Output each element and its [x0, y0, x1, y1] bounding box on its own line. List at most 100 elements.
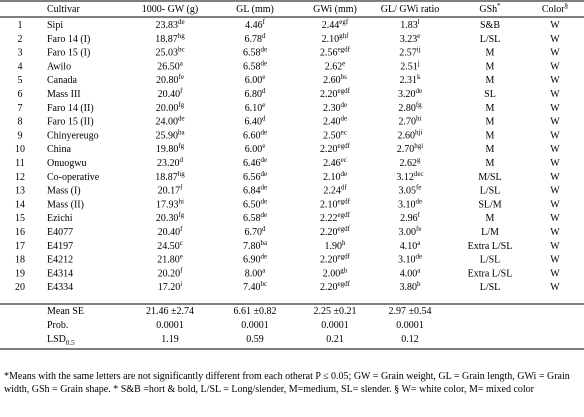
superscript: i	[180, 280, 182, 288]
cell-text: 2.30	[323, 103, 341, 114]
cell-text: 7.80	[243, 241, 261, 252]
cell: E4197	[47, 241, 73, 252]
superscript: c	[180, 239, 183, 247]
cell: SL	[484, 89, 496, 100]
superscript: d	[262, 225, 266, 233]
superscript: hi	[416, 115, 422, 123]
superscript: j	[417, 59, 420, 67]
cell: Extra L/SL	[468, 241, 513, 252]
cell: 6	[18, 89, 23, 100]
superscript: d	[262, 87, 266, 95]
cell-text: 6.00	[245, 75, 263, 86]
cell: 2.80fg	[398, 101, 422, 114]
cell: W	[550, 255, 560, 266]
cell: 2.46ec	[323, 156, 347, 169]
cell-text: 2.96	[400, 213, 418, 224]
superscript: d	[262, 32, 266, 40]
cell: M/SL	[478, 172, 501, 183]
cell-text: 2.20	[320, 89, 338, 100]
superscript: egdf	[338, 280, 351, 288]
cell: Chinyereugo	[47, 130, 99, 141]
cell: 3.20de	[398, 87, 422, 100]
cell: 2.44egf	[322, 18, 349, 31]
cell: 2	[18, 34, 23, 45]
cell-text: 2.50	[323, 130, 341, 141]
cell: Extra L/SL	[468, 268, 513, 279]
superscript: f	[418, 211, 421, 219]
cell-text: 3.10	[398, 255, 416, 266]
superscript: *	[497, 2, 501, 10]
superscript: ghf	[339, 32, 349, 40]
cell: 20	[15, 282, 25, 293]
cell: Mass (II)	[47, 199, 84, 210]
superscript: de	[178, 115, 185, 123]
cell: W	[550, 20, 560, 31]
cell: SL/M	[478, 199, 501, 210]
cell-text: 6.90	[243, 255, 261, 266]
cell: 6.90de	[243, 253, 267, 266]
superscript: hg	[178, 32, 186, 40]
cell: W	[550, 213, 560, 224]
superscript: e	[417, 32, 420, 40]
cell: W	[550, 89, 560, 100]
cell-text: 2.57	[399, 48, 417, 59]
cell-text: 4.00	[400, 268, 418, 279]
cell: 24.50c	[157, 239, 183, 252]
cell: W	[550, 241, 560, 252]
cell: 9	[18, 130, 23, 141]
table: Cultivar 1000- GW (g) GL (mm) GWi (mm) GL/ G…	[0, 0, 584, 350]
cell-text: 2.44	[322, 20, 340, 31]
cell: 3.10de	[398, 197, 422, 210]
cell: S&B	[480, 20, 500, 31]
summary-value: 0.0001	[396, 320, 424, 331]
superscript: bc	[260, 280, 267, 288]
cell-text: 6.00	[245, 144, 263, 155]
cell: 7.40bc	[243, 280, 267, 293]
cell: M	[486, 48, 495, 59]
superscript: fg	[178, 101, 184, 109]
cell-text: 2.24	[323, 186, 341, 197]
superscript: f	[180, 266, 183, 274]
cell-text: 23.83	[155, 20, 178, 31]
cell-text: 25.90	[155, 130, 178, 141]
summary-label: Prob.	[47, 320, 68, 331]
summary-value: 2.25 ±0.21	[314, 306, 357, 317]
cell-text: 2.20	[320, 227, 338, 238]
cell: W	[550, 117, 560, 128]
cell: 1.90h	[325, 239, 347, 252]
cell: M	[486, 213, 495, 224]
cell-text: 24.50	[157, 241, 180, 252]
superscript: egdf	[338, 87, 351, 95]
cell: W	[550, 48, 560, 59]
summary-value: 0.12	[401, 334, 419, 345]
cell: E4212	[47, 255, 73, 266]
cell: 2.20egdf	[320, 225, 351, 238]
cell-text: 6.60	[243, 130, 261, 141]
superscript: ba	[178, 128, 186, 136]
cell: 20.20f	[158, 266, 184, 279]
cell: 6.80d	[245, 87, 267, 100]
cell: 26.50a	[157, 59, 184, 72]
cell: L/SL	[480, 282, 501, 293]
cell: 6.00e	[245, 73, 266, 86]
cell: 25.90ba	[155, 128, 185, 141]
cell-text: 17.20	[158, 282, 181, 293]
superscript: egdf	[338, 225, 351, 233]
cell: 13	[15, 186, 25, 197]
cell-text: 20.00	[156, 103, 179, 114]
cell: W	[550, 34, 560, 45]
cell: 2.70hgi	[397, 142, 424, 155]
cell: 2.20egdf	[320, 87, 351, 100]
cell: E4077	[47, 227, 73, 238]
cell-text: 2.20	[320, 255, 338, 266]
cell: 6.60de	[243, 128, 267, 141]
cell-text: 2.70	[397, 144, 415, 155]
summary-value: 6.61 ±0.82	[234, 306, 277, 317]
superscript: de	[415, 87, 422, 95]
cell: 3.05fe	[399, 184, 422, 197]
cell-text: 6.80	[245, 89, 263, 100]
superscript: dec	[414, 170, 424, 178]
cell: 7	[18, 103, 23, 114]
cell: 20.40f	[158, 87, 184, 100]
superscript: e	[180, 253, 183, 261]
